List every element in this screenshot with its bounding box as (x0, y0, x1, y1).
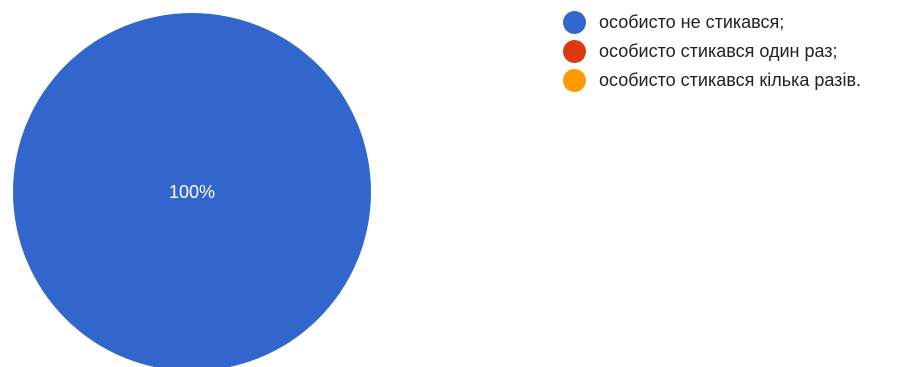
legend-item-not-encountered: особисто не стикався; (563, 9, 899, 36)
slice-percent-label: 100% (169, 182, 215, 202)
legend-swatch (563, 69, 586, 92)
legend: особисто не стикався; особисто стикався … (563, 9, 908, 96)
legend-label: особисто стикався один раз; (599, 41, 838, 61)
legend-item-encountered-once: особисто стикався один раз; (563, 38, 899, 65)
pie-slice (13, 13, 371, 367)
legend-swatch (563, 11, 586, 34)
legend-label: особисто не стикався; (599, 12, 785, 32)
legend-swatch (563, 40, 586, 63)
legend-item-encountered-several-times: особисто стикався кілька разів. (563, 67, 899, 94)
legend-label: особисто стикався кілька разів. (599, 70, 862, 90)
